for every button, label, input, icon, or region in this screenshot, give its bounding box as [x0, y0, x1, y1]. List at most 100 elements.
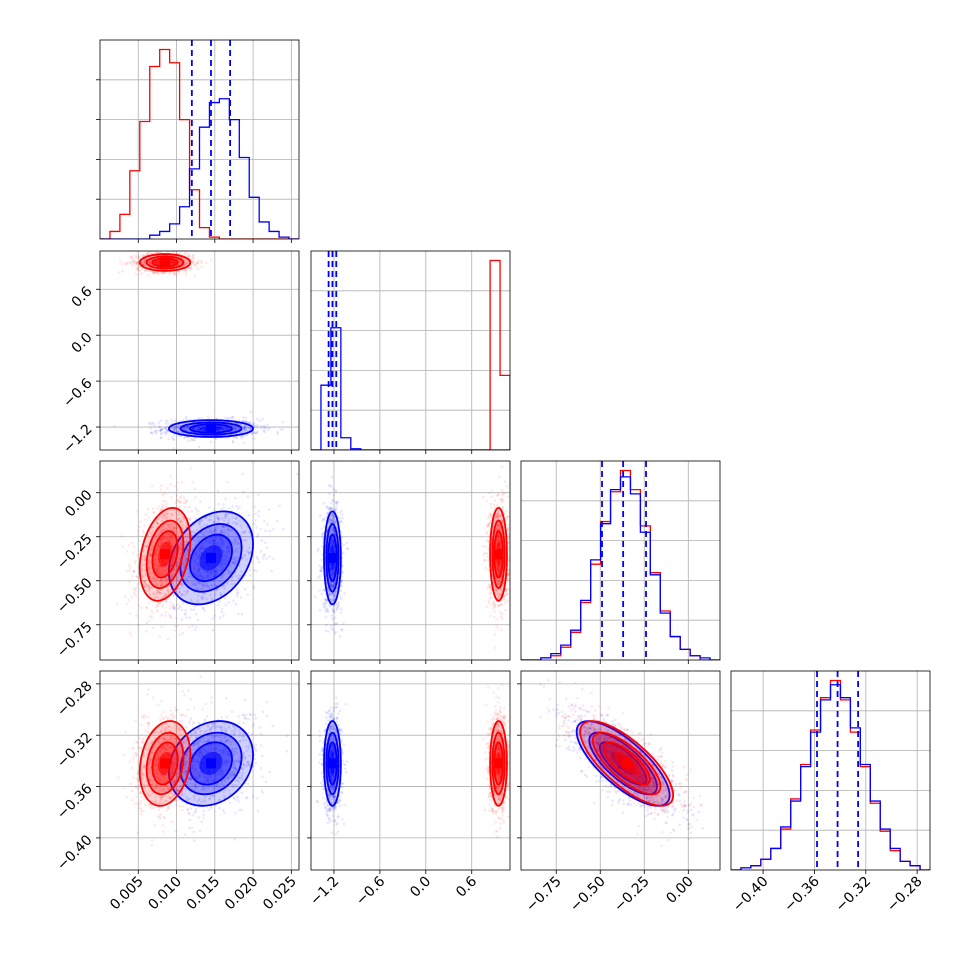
scatter-point: [323, 598, 326, 601]
scatter-point: [157, 272, 161, 276]
scatter-point: [246, 427, 250, 430]
scatter-point: [281, 427, 285, 431]
scatter-point: [496, 515, 500, 519]
scatter-point: [147, 273, 150, 277]
scatter-point: [257, 493, 260, 497]
scatter-point: [187, 541, 190, 544]
scatter-point: [198, 546, 202, 550]
scatter-point: [178, 260, 181, 264]
scatter-point: [327, 630, 330, 633]
scatter-point: [183, 594, 187, 597]
scatter-point: [182, 426, 185, 430]
scatter-point: [260, 539, 264, 542]
panel-2-1: [307, 460, 511, 664]
scatter-point: [196, 428, 200, 431]
scatter-point: [183, 262, 187, 265]
scatter-point: [254, 431, 258, 434]
scatter-point: [222, 426, 225, 430]
scatter-point: [159, 542, 163, 546]
scatter-point: [165, 430, 169, 433]
scatter-point: [175, 575, 179, 578]
scatter-point: [198, 429, 202, 432]
scatter-point: [507, 568, 510, 572]
scatter-point: [213, 543, 216, 546]
scatter-point: [209, 518, 212, 521]
scatter-point: [196, 564, 199, 568]
scatter-point: [151, 529, 155, 533]
scatter-point: [254, 569, 258, 573]
scatter-point: [162, 271, 165, 275]
scatter-point: [185, 529, 188, 533]
scatter-point: [316, 549, 320, 553]
scatter-point: [194, 550, 197, 553]
scatter-point: [331, 529, 334, 532]
scatter-point: [175, 498, 178, 502]
scatter-point: [495, 589, 499, 593]
scatter-point: [185, 616, 188, 619]
scatter-point: [136, 261, 139, 264]
contour-blue: [323, 510, 342, 606]
scatter-point: [329, 569, 333, 573]
scatter-point: [165, 516, 168, 519]
scatter-point: [325, 598, 329, 602]
density-area: [313, 465, 510, 650]
scatter-point: [318, 564, 322, 567]
scatter-point: [160, 530, 163, 533]
scatter-point: [276, 430, 279, 434]
scatter-point: [254, 518, 257, 522]
scatter-point: [205, 597, 208, 601]
scatter-point: [196, 576, 200, 579]
scatter-point: [121, 270, 124, 273]
scatter-point: [237, 577, 241, 580]
scatter-point: [159, 588, 163, 592]
scatter-point: [222, 539, 225, 542]
scatter-point: [332, 488, 335, 491]
scatter-point: [135, 614, 138, 617]
scatter-point: [142, 531, 146, 535]
scatter-point: [330, 514, 333, 517]
scatter-point: [148, 553, 152, 556]
scatter-point: [142, 260, 145, 264]
scatter-point: [330, 507, 334, 511]
scatter-point: [248, 428, 251, 432]
scatter-point: [185, 553, 189, 556]
scatter-point: [186, 255, 190, 258]
scatter-point: [169, 575, 172, 578]
scatter-point: [331, 572, 334, 575]
scatter-point: [212, 542, 215, 545]
scatter-point: [263, 553, 266, 556]
scatter-point: [328, 593, 331, 596]
scatter-point: [334, 630, 337, 634]
scatter-point: [138, 257, 141, 261]
scatter-point: [200, 265, 203, 269]
scatter-point: [208, 538, 212, 542]
scatter-point: [177, 259, 181, 262]
scatter-point: [330, 485, 334, 488]
scatter-point: [173, 526, 176, 530]
scatter-point: [153, 261, 157, 265]
scatter-point: [508, 557, 510, 560]
scatter-point: [155, 609, 159, 612]
scatter-point: [332, 518, 336, 521]
scatter-point: [201, 545, 204, 549]
histogram-red: [731, 679, 930, 870]
scatter-point: [160, 529, 164, 533]
scatter-point: [182, 528, 185, 532]
scatter-point: [211, 617, 215, 620]
scatter-point: [340, 628, 344, 631]
scatter-point: [139, 520, 142, 523]
scatter-point: [186, 591, 189, 594]
scatter-point: [342, 543, 346, 547]
scatter-point: [219, 562, 222, 565]
scatter-point: [131, 575, 134, 578]
scatter-point: [155, 262, 158, 265]
scatter-point: [220, 429, 224, 432]
scatter-point: [223, 587, 226, 590]
scatter-point: [171, 260, 175, 264]
scatter-point: [143, 260, 146, 264]
scatter-point: [169, 601, 172, 604]
scatter-point: [231, 441, 235, 444]
scatter-point: [234, 548, 238, 551]
scatter-point: [138, 265, 142, 269]
scatter-point: [262, 424, 266, 427]
